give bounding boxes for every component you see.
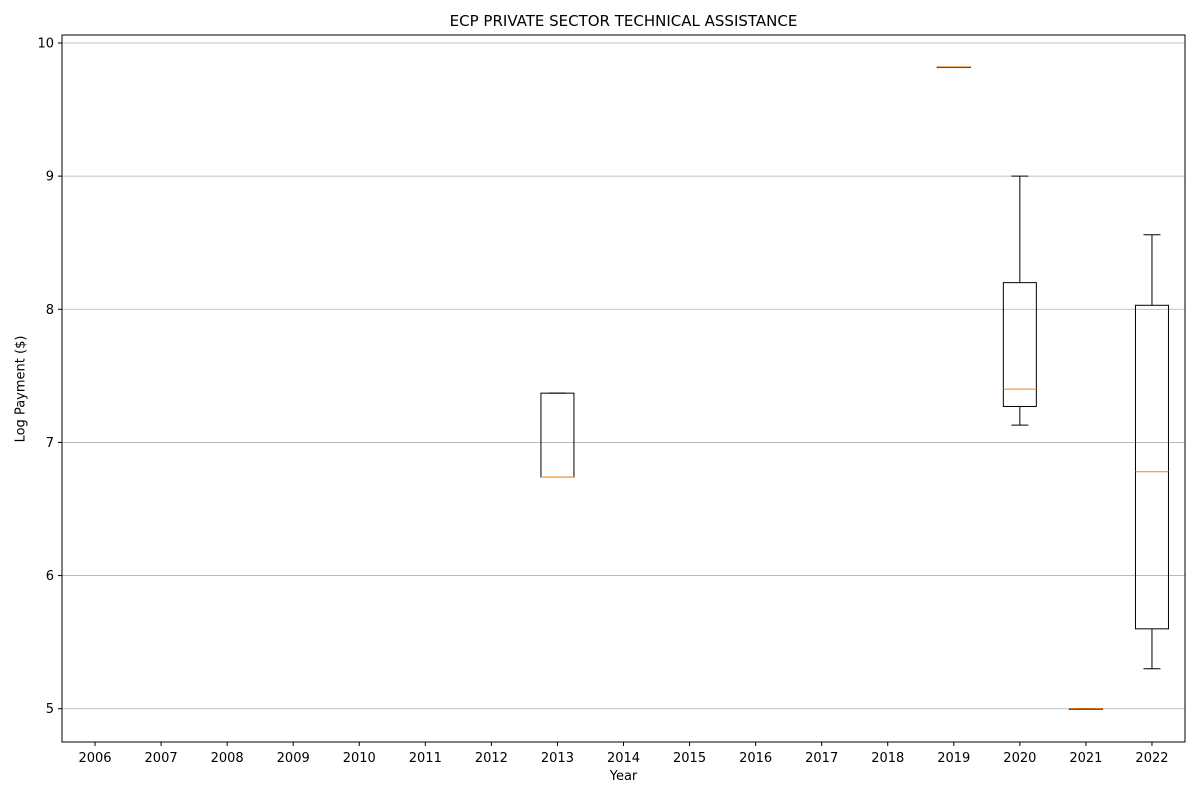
y-tick-label: 7 [46, 436, 54, 451]
x-tick-label: 2019 [937, 751, 970, 766]
x-tick-label: 2015 [673, 751, 706, 766]
y-tick-label: 9 [46, 170, 54, 185]
y-tick-label: 6 [46, 569, 54, 584]
box-body [540, 392, 575, 478]
x-tick-label: 2009 [277, 751, 310, 766]
x-tick-label: 2020 [1003, 751, 1036, 766]
x-tick-label: 2016 [739, 751, 772, 766]
y-tick-label: 10 [37, 36, 54, 51]
x-tick-label: 2014 [607, 751, 640, 766]
x-tick-label: 2011 [409, 751, 442, 766]
box-2013 [540, 392, 575, 478]
x-tick-label: 2006 [78, 751, 111, 766]
x-tick-label: 2008 [211, 751, 244, 766]
x-ticks: 2006 2007 2008 2009 2010 2011 2012 2013 2014 2015… [78, 742, 1169, 766]
x-axis-label: Year [609, 769, 638, 784]
y-tick-label: 5 [46, 702, 54, 717]
x-tick-label: 2007 [145, 751, 178, 766]
box-body [1002, 282, 1037, 407]
grid-lines [62, 42, 1185, 710]
boxes [540, 66, 1169, 710]
box-2020 [1002, 175, 1037, 426]
x-tick-label: 2017 [805, 751, 838, 766]
box-2019 [936, 66, 971, 69]
y-tick-label: 8 [46, 303, 54, 318]
box-body [1134, 304, 1169, 630]
box-2022 [1134, 234, 1169, 670]
x-tick-label: 2021 [1069, 751, 1102, 766]
x-tick-label: 2018 [871, 751, 904, 766]
x-tick-label: 2013 [541, 751, 574, 766]
x-tick-label: 2010 [343, 751, 376, 766]
y-ticks: 5 6 7 8 9 10 [37, 36, 62, 717]
chart-title: ECP PRIVATE SECTOR TECHNICAL ASSISTANCE [449, 12, 798, 30]
box-2021 [1068, 708, 1103, 710]
x-tick-label: 2012 [475, 751, 508, 766]
x-tick-label: 2022 [1135, 751, 1168, 766]
plot-frame [61, 34, 1186, 743]
